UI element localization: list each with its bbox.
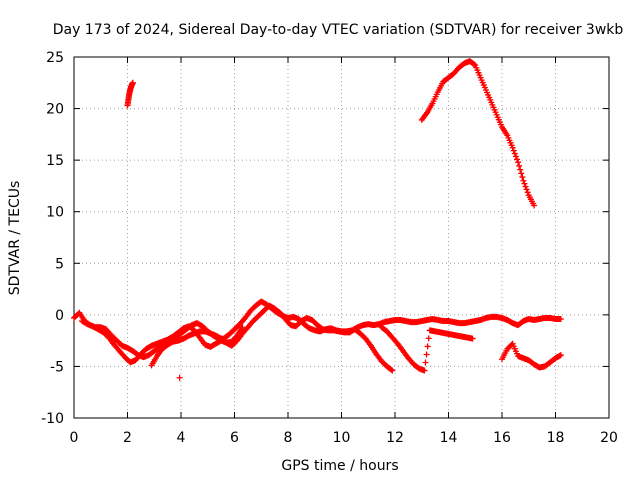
y-tick-labels: -10 -5 0 5 10 15 20 25 bbox=[41, 50, 64, 427]
data-point bbox=[388, 366, 395, 373]
series-seg-h bbox=[176, 374, 183, 381]
data-point bbox=[509, 144, 516, 151]
series-seg-g bbox=[418, 58, 538, 209]
x-tick-label: 14 bbox=[440, 430, 458, 446]
grid-lines bbox=[74, 57, 609, 418]
y-tick-label: 25 bbox=[46, 50, 64, 66]
data-point bbox=[531, 202, 538, 209]
y-tick-label: -5 bbox=[50, 359, 64, 375]
x-tick-label: 4 bbox=[177, 430, 186, 446]
x-tick-label: 12 bbox=[386, 430, 404, 446]
data-point bbox=[518, 170, 525, 177]
data-point bbox=[389, 367, 396, 374]
data-point bbox=[521, 180, 528, 187]
x-tick-label: 16 bbox=[493, 430, 511, 446]
y-tick-label: 10 bbox=[46, 205, 64, 221]
x-tick-labels: 0 2 4 6 8 10 12 14 16 18 20 bbox=[70, 430, 618, 446]
data-point bbox=[519, 174, 526, 181]
y-tick-label: 0 bbox=[55, 308, 64, 324]
data-point bbox=[513, 156, 520, 163]
x-tick-label: 6 bbox=[230, 430, 239, 446]
data-point bbox=[557, 352, 564, 359]
data-points bbox=[71, 58, 564, 381]
y-tick-label: 5 bbox=[55, 256, 64, 272]
y-axis-label: SDTVAR / TECUs bbox=[7, 181, 23, 296]
chart-title: Day 173 of 2024, Sidereal Day-to-day VTE… bbox=[53, 22, 624, 38]
data-point bbox=[422, 359, 429, 366]
data-point bbox=[129, 79, 136, 86]
data-point bbox=[522, 183, 529, 190]
data-point bbox=[512, 153, 519, 160]
data-point bbox=[423, 351, 430, 358]
series-seg-f bbox=[124, 79, 136, 109]
data-point bbox=[524, 189, 531, 196]
series-seg-e bbox=[499, 340, 564, 371]
x-tick-label: 0 bbox=[70, 430, 79, 446]
data-point bbox=[471, 61, 478, 68]
data-point bbox=[517, 166, 524, 173]
data-point bbox=[557, 315, 564, 322]
data-point bbox=[516, 162, 523, 169]
data-point bbox=[510, 147, 517, 154]
data-point bbox=[239, 324, 246, 331]
data-point bbox=[421, 367, 428, 374]
data-point bbox=[520, 177, 527, 184]
data-point bbox=[515, 159, 522, 166]
data-point bbox=[511, 150, 518, 157]
x-tick-label: 8 bbox=[284, 430, 293, 446]
x-tick-label: 20 bbox=[600, 430, 618, 446]
axis-ticks bbox=[73, 56, 610, 419]
data-point bbox=[424, 343, 431, 350]
data-point bbox=[469, 335, 476, 342]
data-point bbox=[523, 186, 530, 193]
x-tick-label: 18 bbox=[547, 430, 565, 446]
x-axis-label: GPS time / hours bbox=[281, 458, 398, 474]
series-seg-d bbox=[378, 324, 476, 374]
y-tick-label: -10 bbox=[41, 411, 64, 427]
x-tick-label: 2 bbox=[123, 430, 132, 446]
y-tick-label: 15 bbox=[46, 153, 64, 169]
x-tick-label: 10 bbox=[333, 430, 351, 446]
data-point bbox=[176, 374, 183, 381]
series-seg-c bbox=[148, 324, 246, 369]
data-point bbox=[425, 335, 432, 342]
y-tick-label: 20 bbox=[46, 102, 64, 118]
